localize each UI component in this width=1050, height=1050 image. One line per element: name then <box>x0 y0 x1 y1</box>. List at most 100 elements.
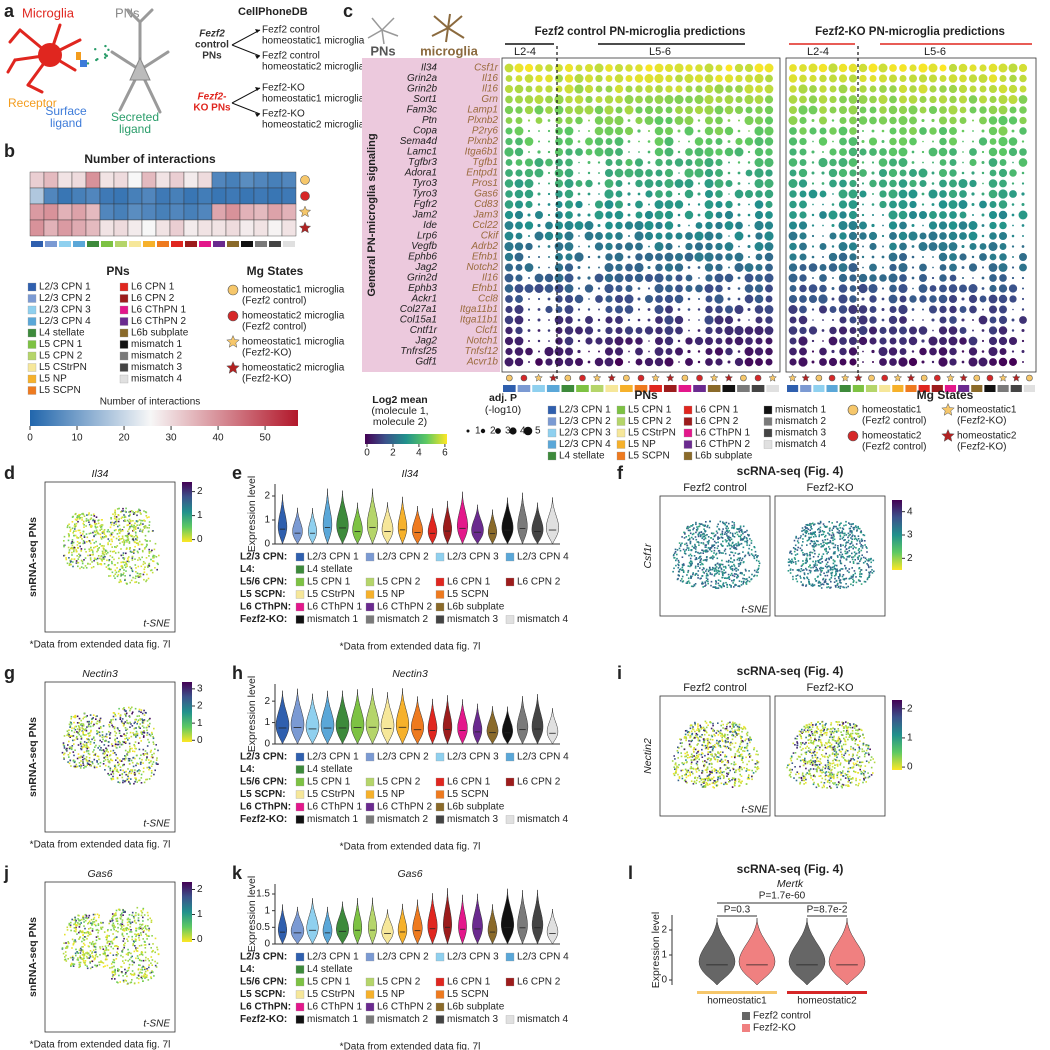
legend-label: L6 CPN 2 <box>695 416 739 427</box>
tsne-cell <box>690 577 692 579</box>
dot <box>928 63 938 73</box>
dot <box>747 213 751 217</box>
dot <box>734 336 744 346</box>
tsne-cell <box>123 707 125 709</box>
dot <box>1022 235 1024 237</box>
tsne-cell <box>728 559 730 562</box>
legend-swatch <box>435 602 445 612</box>
tsne-cell <box>716 557 719 560</box>
tsne-cell <box>807 572 809 575</box>
tsne-cell <box>100 563 103 566</box>
tsne-cell <box>694 545 696 548</box>
tsne-cell <box>867 560 869 562</box>
tsne-cell <box>87 741 90 743</box>
tsne-cell <box>847 541 849 544</box>
dot <box>614 200 624 209</box>
dot <box>789 211 797 219</box>
tsne-cell <box>740 542 743 545</box>
dot <box>764 95 774 104</box>
dot <box>969 85 977 93</box>
violin <box>471 504 484 545</box>
legend-swatch <box>119 363 129 372</box>
tick-label: 4 <box>416 448 422 459</box>
tsne-cell <box>68 733 70 736</box>
cell-type-swatch <box>813 385 825 392</box>
heatmap-cell <box>141 187 157 205</box>
violin <box>277 494 288 545</box>
tsne-cell <box>722 521 724 523</box>
tsne-cell <box>147 724 149 726</box>
tsne-cell <box>81 747 84 749</box>
cell-type-swatch <box>737 385 750 392</box>
tsne-cell <box>88 532 91 535</box>
tsne-cell <box>137 544 140 546</box>
dot <box>981 161 985 164</box>
tsne-cell <box>98 745 101 747</box>
dot <box>527 255 531 259</box>
dot <box>871 360 875 364</box>
heatmap-cell <box>169 203 185 221</box>
dot <box>811 119 815 122</box>
heatmap-cell <box>29 187 45 205</box>
tsne-cell <box>813 543 815 545</box>
legend-label: L5 CPN 2 <box>628 416 672 427</box>
tsne-cell <box>96 760 98 762</box>
tsne-cell <box>78 730 81 733</box>
dot <box>694 252 704 262</box>
dot <box>665 274 673 282</box>
tsne-cell <box>146 766 148 769</box>
dot <box>675 253 683 261</box>
dot <box>921 118 925 123</box>
tsne-cell <box>74 725 76 728</box>
tsne-cell <box>141 531 144 533</box>
tsne-cell <box>96 722 99 725</box>
dot <box>645 190 653 198</box>
dot <box>537 339 541 343</box>
legend-label: mismatch 4 <box>775 439 827 450</box>
tsne-cell <box>712 567 715 570</box>
tsne-cell <box>697 570 700 572</box>
tsne-cell <box>796 569 799 571</box>
footnote: *Data from extended data fig. 7l <box>30 840 171 851</box>
tsne-cell <box>74 760 76 763</box>
tsne-cell <box>849 561 851 563</box>
tsne-cell <box>838 553 841 556</box>
receptor-label: Notch2 <box>466 262 498 273</box>
tsne-cell <box>83 751 86 753</box>
tsne-cell <box>833 525 835 528</box>
tsne-cell <box>99 543 101 545</box>
tsne-cell <box>747 533 749 536</box>
dot <box>504 179 514 188</box>
tsne-cell <box>129 750 131 753</box>
dot <box>858 336 868 346</box>
tsne-cell <box>714 563 717 566</box>
legend-label: L2/3 CPN 1 <box>307 752 359 763</box>
tsne-cell <box>110 720 112 722</box>
dot <box>604 126 614 136</box>
dot <box>869 85 877 93</box>
tsne-cell <box>682 563 685 565</box>
heatmap-cell <box>211 171 227 189</box>
tsne-cell <box>801 527 804 529</box>
tsne-cell <box>699 535 702 538</box>
tsne-cell <box>63 545 65 548</box>
tsne-cell <box>142 753 145 755</box>
dot <box>989 169 997 177</box>
tsne-cell <box>704 559 706 561</box>
tsne-cell <box>145 580 147 583</box>
tsne-cell <box>845 534 848 536</box>
tsne-cell <box>732 574 734 577</box>
dot <box>848 158 858 167</box>
dot <box>838 220 848 231</box>
tsne-cell <box>138 715 140 717</box>
tsne-cell <box>87 724 90 727</box>
dot <box>808 326 818 335</box>
tsne-cell <box>79 729 81 731</box>
dot <box>939 337 947 345</box>
legend-label: L5 CStrPN <box>307 589 355 600</box>
tsne-cell <box>126 778 129 781</box>
tsne-cell <box>114 546 116 548</box>
tsne-cell <box>136 572 139 575</box>
dot <box>1018 63 1028 73</box>
dot <box>665 85 673 93</box>
